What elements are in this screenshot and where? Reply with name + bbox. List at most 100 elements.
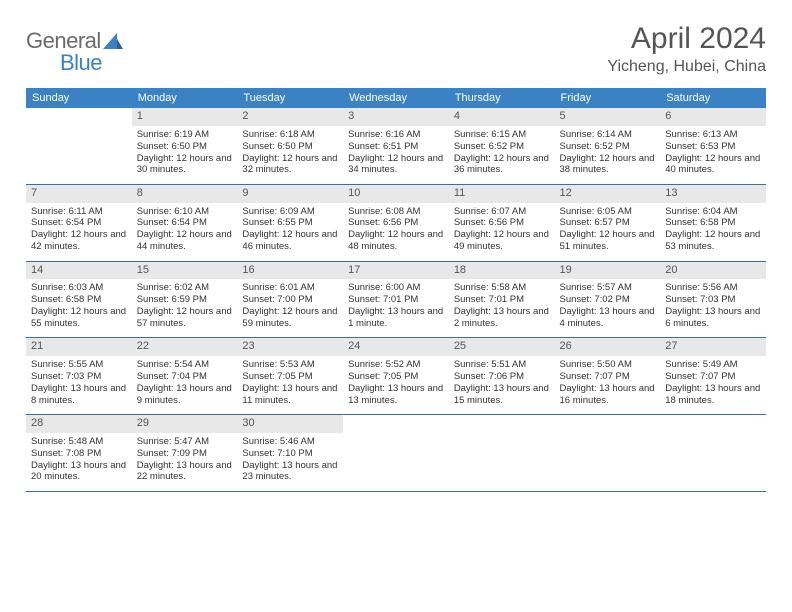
- day-number: 30: [237, 415, 343, 433]
- location: Yicheng, Hubei, China: [607, 58, 766, 76]
- day-cell: [449, 415, 555, 492]
- day-cell: 21Sunrise: 5:55 AMSunset: 7:03 PMDayligh…: [26, 338, 132, 415]
- sunset-text: Sunset: 7:03 PM: [665, 294, 761, 306]
- weekday-header: Sunday: [26, 88, 132, 108]
- day-cell: 14Sunrise: 6:03 AMSunset: 6:58 PMDayligh…: [26, 261, 132, 338]
- sunset-text: Sunset: 6:53 PM: [665, 141, 761, 153]
- day-number: 2: [237, 108, 343, 126]
- sunrise-text: Sunrise: 6:14 AM: [560, 129, 656, 141]
- day-body: Sunrise: 5:50 AMSunset: 7:07 PMDaylight:…: [555, 356, 661, 414]
- day-number: 17: [343, 262, 449, 280]
- sunset-text: Sunset: 7:01 PM: [454, 294, 550, 306]
- day-cell: 26Sunrise: 5:50 AMSunset: 7:07 PMDayligh…: [555, 338, 661, 415]
- weekday-header: Wednesday: [343, 88, 449, 108]
- day-body: [660, 433, 766, 491]
- daylight-text: Daylight: 12 hours and 36 minutes.: [454, 153, 550, 177]
- day-body: Sunrise: 6:04 AMSunset: 6:58 PMDaylight:…: [660, 203, 766, 261]
- sunset-text: Sunset: 6:58 PM: [665, 217, 761, 229]
- day-number: 24: [343, 338, 449, 356]
- daylight-text: Daylight: 12 hours and 51 minutes.: [560, 229, 656, 253]
- sunrise-text: Sunrise: 6:18 AM: [242, 129, 338, 141]
- daylight-text: Daylight: 12 hours and 40 minutes.: [665, 153, 761, 177]
- day-cell: 1Sunrise: 6:19 AMSunset: 6:50 PMDaylight…: [132, 108, 238, 184]
- day-cell: 24Sunrise: 5:52 AMSunset: 7:05 PMDayligh…: [343, 338, 449, 415]
- weekday-header: Thursday: [449, 88, 555, 108]
- day-number: 5: [555, 108, 661, 126]
- day-body: Sunrise: 5:48 AMSunset: 7:08 PMDaylight:…: [26, 433, 132, 491]
- day-body: Sunrise: 5:58 AMSunset: 7:01 PMDaylight:…: [449, 279, 555, 337]
- day-body: Sunrise: 5:49 AMSunset: 7:07 PMDaylight:…: [660, 356, 766, 414]
- sunset-text: Sunset: 7:03 PM: [31, 371, 127, 383]
- day-cell: [343, 415, 449, 492]
- day-body: Sunrise: 5:51 AMSunset: 7:06 PMDaylight:…: [449, 356, 555, 414]
- day-number: 4: [449, 108, 555, 126]
- day-number: 3: [343, 108, 449, 126]
- day-body: Sunrise: 5:57 AMSunset: 7:02 PMDaylight:…: [555, 279, 661, 337]
- daylight-text: Daylight: 12 hours and 57 minutes.: [137, 306, 233, 330]
- day-body: Sunrise: 6:19 AMSunset: 6:50 PMDaylight:…: [132, 126, 238, 184]
- day-body: Sunrise: 6:05 AMSunset: 6:57 PMDaylight:…: [555, 203, 661, 261]
- daylight-text: Daylight: 12 hours and 42 minutes.: [31, 229, 127, 253]
- calendar-week-row: 14Sunrise: 6:03 AMSunset: 6:58 PMDayligh…: [26, 261, 766, 338]
- day-body: Sunrise: 5:55 AMSunset: 7:03 PMDaylight:…: [26, 356, 132, 414]
- day-body: Sunrise: 5:52 AMSunset: 7:05 PMDaylight:…: [343, 356, 449, 414]
- sunrise-text: Sunrise: 6:08 AM: [348, 206, 444, 218]
- weekday-header: Saturday: [660, 88, 766, 108]
- day-number: 7: [26, 185, 132, 203]
- day-number: 11: [449, 185, 555, 203]
- day-number: 27: [660, 338, 766, 356]
- daylight-text: Daylight: 13 hours and 1 minute.: [348, 306, 444, 330]
- day-cell: 5Sunrise: 6:14 AMSunset: 6:52 PMDaylight…: [555, 108, 661, 184]
- calendar-week-row: 21Sunrise: 5:55 AMSunset: 7:03 PMDayligh…: [26, 338, 766, 415]
- sunset-text: Sunset: 7:07 PM: [560, 371, 656, 383]
- day-body: [555, 433, 661, 491]
- day-cell: 25Sunrise: 5:51 AMSunset: 7:06 PMDayligh…: [449, 338, 555, 415]
- sunset-text: Sunset: 7:02 PM: [560, 294, 656, 306]
- day-cell: [555, 415, 661, 492]
- day-number: 8: [132, 185, 238, 203]
- sunrise-text: Sunrise: 6:13 AM: [665, 129, 761, 141]
- daylight-text: Daylight: 13 hours and 15 minutes.: [454, 383, 550, 407]
- day-number: 16: [237, 262, 343, 280]
- day-cell: 7Sunrise: 6:11 AMSunset: 6:54 PMDaylight…: [26, 184, 132, 261]
- daylight-text: Daylight: 13 hours and 22 minutes.: [137, 460, 233, 484]
- day-cell: 3Sunrise: 6:16 AMSunset: 6:51 PMDaylight…: [343, 108, 449, 184]
- day-number: 12: [555, 185, 661, 203]
- day-body: Sunrise: 6:02 AMSunset: 6:59 PMDaylight:…: [132, 279, 238, 337]
- day-number: 25: [449, 338, 555, 356]
- sunrise-text: Sunrise: 5:56 AM: [665, 282, 761, 294]
- day-number: 13: [660, 185, 766, 203]
- sunrise-text: Sunrise: 6:00 AM: [348, 282, 444, 294]
- sunrise-text: Sunrise: 6:16 AM: [348, 129, 444, 141]
- day-cell: 28Sunrise: 5:48 AMSunset: 7:08 PMDayligh…: [26, 415, 132, 492]
- day-number: 6: [660, 108, 766, 126]
- day-number: 22: [132, 338, 238, 356]
- day-body: Sunrise: 6:13 AMSunset: 6:53 PMDaylight:…: [660, 126, 766, 184]
- day-cell: 4Sunrise: 6:15 AMSunset: 6:52 PMDaylight…: [449, 108, 555, 184]
- day-number: 20: [660, 262, 766, 280]
- sunrise-text: Sunrise: 5:46 AM: [242, 436, 338, 448]
- day-body: [449, 433, 555, 491]
- calendar-week-row: 1Sunrise: 6:19 AMSunset: 6:50 PMDaylight…: [26, 108, 766, 184]
- brand-part2-wrap: Blue: [26, 50, 102, 76]
- sunrise-text: Sunrise: 5:47 AM: [137, 436, 233, 448]
- daylight-text: Daylight: 12 hours and 30 minutes.: [137, 153, 233, 177]
- calendar-week-row: 7Sunrise: 6:11 AMSunset: 6:54 PMDaylight…: [26, 184, 766, 261]
- day-number: 23: [237, 338, 343, 356]
- sunset-text: Sunset: 7:04 PM: [137, 371, 233, 383]
- sunrise-text: Sunrise: 6:03 AM: [31, 282, 127, 294]
- daylight-text: Daylight: 13 hours and 20 minutes.: [31, 460, 127, 484]
- day-cell: 6Sunrise: 6:13 AMSunset: 6:53 PMDaylight…: [660, 108, 766, 184]
- day-body: Sunrise: 5:46 AMSunset: 7:10 PMDaylight:…: [237, 433, 343, 491]
- daylight-text: Daylight: 12 hours and 55 minutes.: [31, 306, 127, 330]
- month-title: April 2024: [607, 22, 766, 56]
- logo-triangle-icon: [103, 33, 123, 49]
- sunrise-text: Sunrise: 6:01 AM: [242, 282, 338, 294]
- sunset-text: Sunset: 6:56 PM: [454, 217, 550, 229]
- sunrise-text: Sunrise: 6:05 AM: [560, 206, 656, 218]
- sunset-text: Sunset: 7:00 PM: [242, 294, 338, 306]
- daylight-text: Daylight: 13 hours and 9 minutes.: [137, 383, 233, 407]
- day-body: Sunrise: 6:16 AMSunset: 6:51 PMDaylight:…: [343, 126, 449, 184]
- sunset-text: Sunset: 6:54 PM: [137, 217, 233, 229]
- sunset-text: Sunset: 7:07 PM: [665, 371, 761, 383]
